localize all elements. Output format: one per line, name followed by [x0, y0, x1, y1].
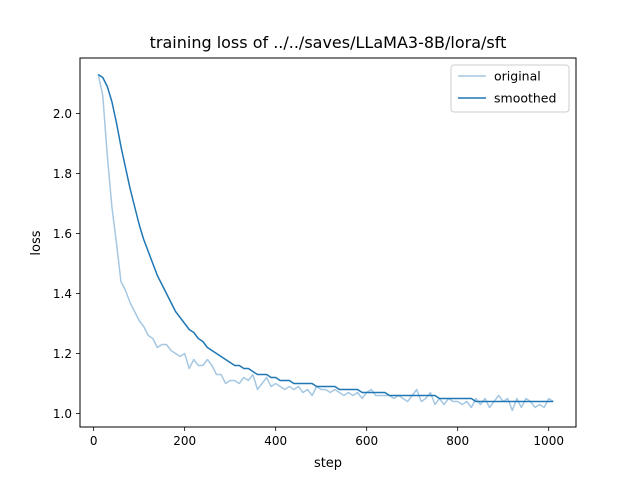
y-tick-label: 1.4	[53, 287, 72, 301]
plot-frame	[79, 57, 577, 428]
series-line-original	[97, 74, 554, 412]
chart-title: training loss of ../../saves/LLaMA3-8B/l…	[150, 33, 507, 52]
x-tick-label: 1000	[533, 434, 564, 448]
y-tick-label: 1.0	[53, 407, 72, 421]
y-axis-label: loss	[29, 230, 44, 255]
x-axis-label: step	[314, 456, 342, 471]
y-tick-label: 1.2	[53, 347, 72, 361]
y-tick-label: 1.6	[53, 227, 72, 241]
y-tick-label: 1.8	[53, 167, 72, 181]
series-line-smoothed	[97, 73, 554, 403]
y-axis-ticks: 1.0 1.2 1.4 1.6 1.8 2.0	[53, 107, 80, 421]
legend: original smoothed	[450, 64, 570, 113]
x-tick-label: 400	[264, 434, 287, 448]
y-tick-label: 2.0	[53, 107, 72, 121]
x-tick-label: 600	[355, 434, 378, 448]
legend-label-original: original	[494, 69, 541, 84]
plot-lines	[97, 73, 554, 412]
x-tick-label: 200	[173, 434, 196, 448]
x-axis-ticks: 0 200 400 600 800 1000	[90, 427, 564, 448]
x-tick-label: 0	[90, 434, 98, 448]
x-tick-label: 800	[446, 434, 469, 448]
legend-label-smoothed: smoothed	[494, 91, 556, 106]
